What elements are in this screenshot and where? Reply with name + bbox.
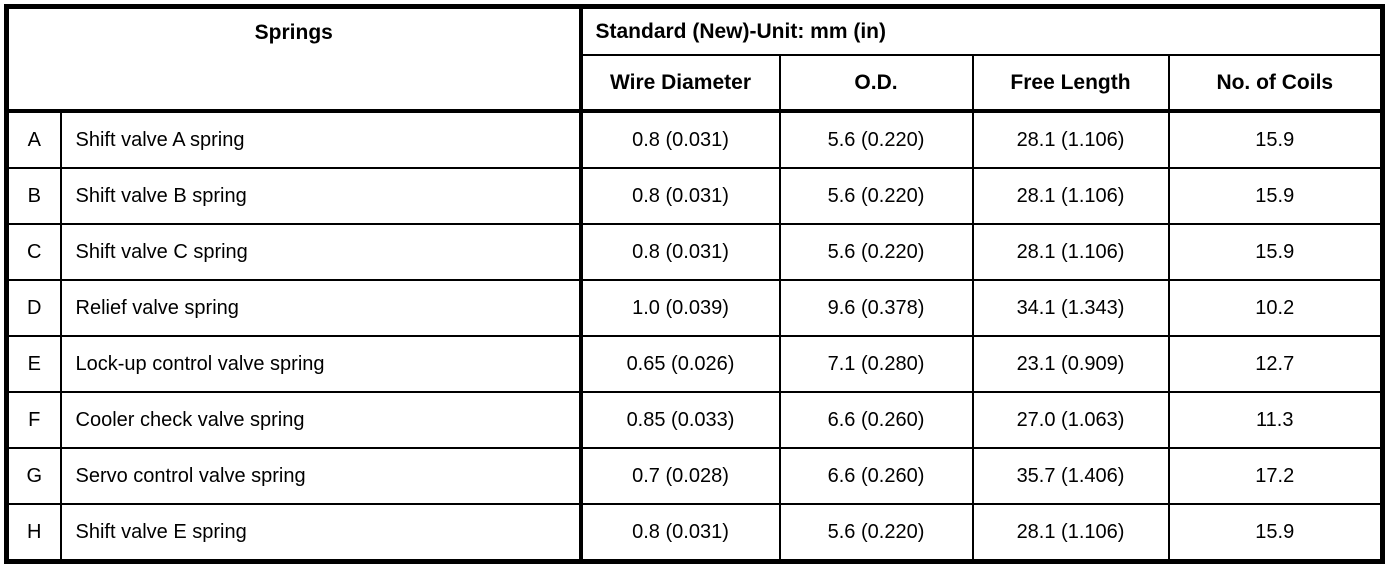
cell-free-length: 28.1 (1.106) [971, 503, 1170, 562]
table-body: A Shift valve A spring 0.8 (0.031) 5.6 (0.2… [6, 110, 1383, 562]
cell-wire-diameter: 1.0 (0.039) [578, 279, 781, 337]
springs-header-cell: Springs [6, 6, 582, 113]
cell-no-of-coils: 15.9 [1167, 167, 1383, 225]
header-row-columns: Wire Diameter O.D. Free Length No. of Co… [7, 54, 1383, 113]
cell-wire-diameter: 0.8 (0.031) [578, 167, 781, 225]
cell-no-of-coils: 11.3 [1167, 391, 1383, 449]
table-row: B Shift valve B spring 0.8 (0.031) 5.6 (0.2… [6, 167, 1383, 225]
cell-free-length: 28.1 (1.106) [971, 110, 1170, 169]
header-row-top: Springs Standard (New)-Unit: mm (in) [6, 6, 1383, 113]
cell-wire-diameter: 0.8 (0.031) [578, 110, 781, 169]
cell-spring-name: Servo control valve spring [59, 447, 582, 505]
cell-od: 9.6 (0.378) [778, 279, 974, 337]
cell-wire-diameter: 0.8 (0.031) [578, 223, 781, 281]
cell-od: 5.6 (0.220) [778, 503, 974, 562]
cell-row-letter: E [6, 335, 62, 393]
cell-spring-name: Shift valve E spring [59, 503, 582, 562]
cell-spring-name: Shift valve C spring [59, 223, 582, 281]
table-row: D Relief valve spring 1.0 (0.039) 9.6 (0.37… [6, 279, 1383, 337]
cell-no-of-coils: 15.9 [1167, 223, 1383, 281]
cell-spring-name: Cooler check valve spring [59, 391, 582, 449]
spring-spec-table: Springs Standard (New)-Unit: mm (in) Wir… [4, 4, 1386, 564]
cell-no-of-coils: 15.9 [1167, 503, 1383, 562]
table-row: H Shift valve E spring 0.8 (0.031) 5.6 (0.2… [6, 503, 1383, 562]
column-header-od: O.D. [778, 54, 974, 113]
cell-row-letter: A [6, 110, 62, 169]
cell-spring-name: Shift valve B spring [59, 167, 582, 225]
column-header-free-length: Free Length [971, 54, 1170, 113]
cell-free-length: 27.0 (1.063) [971, 391, 1170, 449]
cell-wire-diameter: 0.85 (0.033) [578, 391, 781, 449]
cell-row-letter: H [6, 503, 62, 562]
cell-row-letter: F [6, 391, 62, 449]
cell-wire-diameter: 0.7 (0.028) [578, 447, 781, 505]
cell-no-of-coils: 15.9 [1167, 110, 1383, 169]
cell-no-of-coils: 17.2 [1167, 447, 1383, 505]
cell-od: 6.6 (0.260) [778, 391, 974, 449]
table-row: F Cooler check valve spring 0.85 (0.033) 6.… [6, 391, 1383, 449]
cell-free-length: 23.1 (0.909) [971, 335, 1170, 393]
cell-spring-name: Relief valve spring [59, 279, 582, 337]
cell-row-letter: B [6, 167, 62, 225]
cell-row-letter: C [6, 223, 62, 281]
cell-wire-diameter: 0.8 (0.031) [578, 503, 781, 562]
cell-free-length: 28.1 (1.106) [971, 223, 1170, 281]
table-row: G Servo control valve spring 0.7 (0.028) 6.… [6, 447, 1383, 505]
cell-spring-name: Shift valve A spring [59, 110, 582, 169]
cell-od: 5.6 (0.220) [778, 223, 974, 281]
table-row: E Lock-up control valve spring 0.65 (0.026… [6, 335, 1383, 393]
table-row: A Shift valve A spring 0.8 (0.031) 5.6 (0.2… [6, 110, 1383, 169]
table-header: Springs Standard (New)-Unit: mm (in) Wir… [6, 6, 1383, 113]
table-row: C Shift valve C spring 0.8 (0.031) 5.6 (0.2… [6, 223, 1383, 281]
cell-od: 5.6 (0.220) [778, 167, 974, 225]
cell-free-length: 35.7 (1.406) [971, 447, 1170, 505]
cell-od: 7.1 (0.280) [778, 335, 974, 393]
cell-row-letter: D [6, 279, 62, 337]
cell-no-of-coils: 12.7 [1167, 335, 1383, 393]
standard-unit-header-cell: Standard (New)-Unit: mm (in) [578, 6, 1383, 56]
cell-od: 5.6 (0.220) [778, 110, 974, 169]
cell-row-letter: G [6, 447, 62, 505]
cell-free-length: 34.1 (1.343) [971, 279, 1170, 337]
cell-wire-diameter: 0.65 (0.026) [578, 335, 781, 393]
column-header-no-of-coils: No. of Coils [1167, 54, 1383, 113]
cell-spring-name: Lock-up control valve spring [59, 335, 582, 393]
cell-free-length: 28.1 (1.106) [971, 167, 1170, 225]
cell-od: 6.6 (0.260) [778, 447, 974, 505]
cell-no-of-coils: 10.2 [1167, 279, 1383, 337]
column-header-wire-diameter: Wire Diameter [578, 54, 781, 113]
spring-spec-table-container: Springs Standard (New)-Unit: mm (in) Wir… [4, 4, 1386, 564]
